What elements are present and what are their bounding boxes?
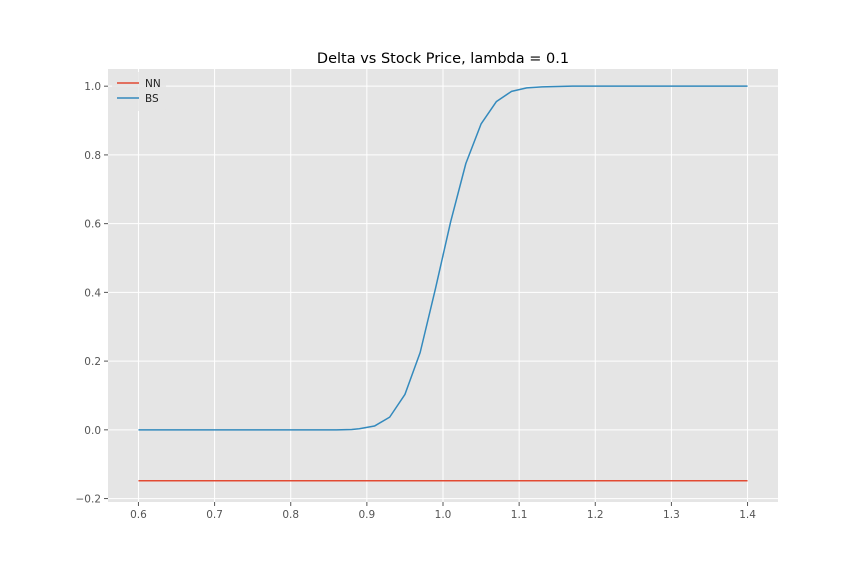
legend-label-nn: NN <box>145 78 161 90</box>
y-tick-label: −0.2 <box>76 494 102 506</box>
y-tick-label: 1.0 <box>84 81 101 93</box>
x-tick-label: 1.3 <box>663 509 680 521</box>
y-tick-label: 0.2 <box>84 356 101 368</box>
x-tick-label: 1.2 <box>587 509 604 521</box>
y-tick-label: 0.6 <box>84 219 101 231</box>
x-tick-label: 0.9 <box>359 509 376 521</box>
x-axis-ticks: 0.6 0.7 0.8 0.9 1.0 1.1 1.2 1.3 1.4 <box>130 502 756 521</box>
x-tick-label: 1.0 <box>435 509 452 521</box>
legend-box <box>112 72 166 111</box>
y-tick-label: 0.4 <box>84 287 101 299</box>
x-tick-label: 0.6 <box>130 509 147 521</box>
legend-label-bs: BS <box>145 93 159 105</box>
y-tick-label: 0.8 <box>84 150 101 162</box>
legend: NN BS <box>112 72 166 111</box>
y-tick-label: 0.0 <box>84 425 101 437</box>
chart-title: Delta vs Stock Price, lambda = 0.1 <box>317 51 569 67</box>
x-tick-label: 1.1 <box>511 509 528 521</box>
x-tick-label: 1.4 <box>739 509 756 521</box>
series-line-bs <box>138 85 748 431</box>
y-axis-ticks: −0.2 0.0 0.2 0.4 0.6 0.8 1.0 <box>76 81 108 506</box>
series-layer <box>138 85 748 482</box>
x-tick-label: 0.8 <box>282 509 299 521</box>
x-tick-label: 0.7 <box>206 509 223 521</box>
